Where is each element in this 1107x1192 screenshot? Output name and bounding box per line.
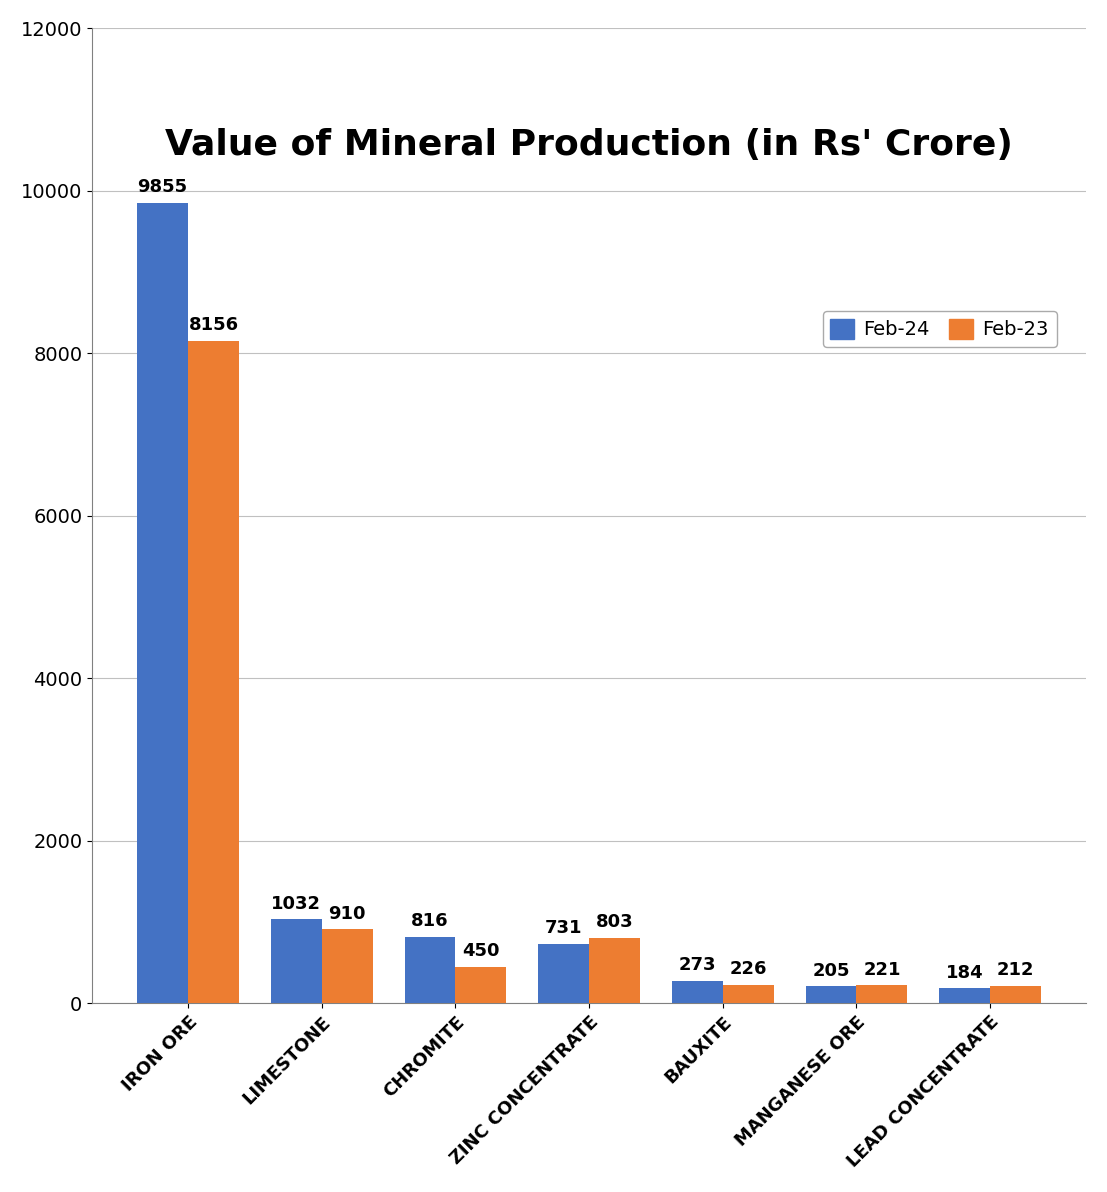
Bar xyxy=(672,981,723,1002)
Text: 910: 910 xyxy=(329,905,366,923)
Bar xyxy=(990,986,1041,1002)
Bar xyxy=(455,967,506,1002)
Text: 1032: 1032 xyxy=(271,895,321,913)
Text: 816: 816 xyxy=(411,912,448,930)
Bar xyxy=(589,938,640,1002)
Bar xyxy=(940,988,990,1002)
Legend: Feb-24, Feb-23: Feb-24, Feb-23 xyxy=(823,311,1056,347)
Text: 731: 731 xyxy=(545,919,582,937)
Bar xyxy=(188,341,239,1002)
Bar xyxy=(806,987,857,1002)
Bar xyxy=(857,985,908,1002)
Bar xyxy=(723,985,774,1002)
Text: 226: 226 xyxy=(730,961,767,979)
Text: 273: 273 xyxy=(679,956,716,974)
Text: 450: 450 xyxy=(462,942,499,960)
Text: 803: 803 xyxy=(596,913,633,931)
Text: Value of Mineral Production (in Rs' Crore): Value of Mineral Production (in Rs' Cror… xyxy=(165,129,1013,162)
Text: 205: 205 xyxy=(813,962,850,980)
Bar xyxy=(405,937,455,1002)
Text: 8156: 8156 xyxy=(188,316,238,334)
Text: 184: 184 xyxy=(946,963,984,981)
Text: 221: 221 xyxy=(863,961,901,979)
Text: 9855: 9855 xyxy=(137,178,188,195)
Bar xyxy=(271,919,322,1002)
Bar xyxy=(322,929,373,1002)
Bar xyxy=(137,203,188,1002)
Bar xyxy=(538,944,589,1002)
Text: 212: 212 xyxy=(996,961,1034,980)
